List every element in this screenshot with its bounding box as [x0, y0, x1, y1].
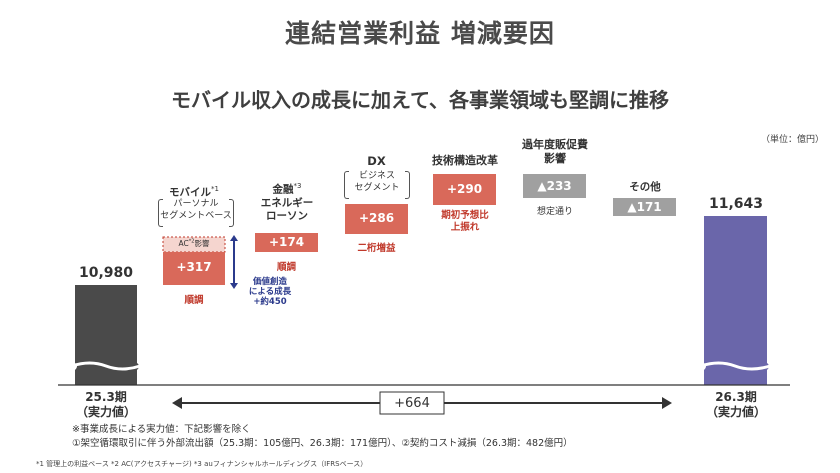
dx-sub1: ビジネス	[358, 171, 395, 181]
bar-end-period: 26.3期	[715, 390, 757, 404]
value-creation-label: 価値創造 による成長 +約450	[248, 277, 292, 308]
page-subtitle: モバイル収入の成長に加えて、各事業領域も堅調に推移	[171, 88, 669, 112]
bar-end-break	[700, 361, 771, 371]
bar-start	[75, 285, 139, 385]
bar-mobile	[163, 252, 225, 285]
bar-end-value: 11,643	[708, 196, 764, 212]
dx-label: DX	[367, 154, 386, 168]
bar-promo	[523, 174, 586, 198]
footnote: *1 管理上の利益ベース *2 AC(アクセスチャージ) *3 auフィナンシャ…	[36, 460, 368, 468]
notes: ※事業成長による実力値：下記影響を除く ①架空循環取引に伴う外部流出額（25.3…	[72, 423, 772, 451]
note-line2: ①架空循環取引に伴う外部流出額（25.3期：105億円、26.3期：171億円）…	[72, 437, 573, 449]
mobile-note: 順調	[184, 295, 204, 306]
bar-promo-value: ▲233	[537, 179, 572, 193]
bar-tech-value: +290	[446, 182, 483, 196]
tech-note: 期初予想比 上振れ	[441, 210, 489, 234]
bar-start-break	[71, 361, 141, 371]
change-arrow-left	[172, 397, 182, 409]
mobile-sub1: パーソナル	[173, 199, 219, 209]
promo-note: 想定通り	[536, 207, 573, 217]
other-label: その他	[629, 181, 661, 193]
bar-finance-value: +174	[268, 235, 305, 249]
bar-end-period-sub: （実力値）	[705, 405, 766, 419]
change-value: +664	[394, 396, 430, 411]
page-title: 連結営業利益 増減要因	[285, 19, 555, 48]
dx-sub2: セグメント	[354, 182, 400, 193]
tech-label: 技術構造改革	[432, 154, 498, 167]
bar-tech	[433, 174, 496, 205]
promo-label: 過年度販促費 影響	[522, 138, 588, 165]
mobile-label: モバイル*1	[169, 185, 219, 199]
mobile-segment-bracket: パーソナル セグメントベース	[158, 199, 234, 227]
bar-finance	[255, 233, 318, 252]
dx-note: 二桁増益	[357, 243, 396, 254]
finance-note: 順調	[276, 262, 296, 273]
bar-other	[613, 198, 676, 216]
note-line1: ※事業成長による実力値：下記影響を除く	[72, 424, 251, 435]
bar-dx-value: +286	[358, 211, 395, 225]
bar-start-period-sub: （実力値）	[75, 405, 136, 419]
change-box	[379, 391, 445, 415]
bar-start-value: 10,980	[78, 265, 134, 281]
unit-label: （単位：億円）	[760, 135, 824, 145]
bar-other-value: ▲171	[627, 200, 662, 214]
value-creation-arrow-top	[230, 235, 238, 241]
change-arrow-right	[662, 397, 672, 409]
mobile-sub2: セグメントベース	[160, 210, 232, 221]
mobile-ac-label: AC*2影響	[178, 238, 210, 249]
bar-end	[704, 216, 769, 385]
bar-dx	[345, 204, 408, 234]
bar-mobile-value: +317	[176, 260, 212, 274]
value-creation-arrow-bottom	[230, 283, 238, 289]
bar-start-period: 25.3期	[85, 390, 127, 404]
dx-segment-bracket: ビジネス セグメント	[344, 171, 410, 199]
finance-label: 金融*3 エネルギー ローソン	[260, 182, 314, 222]
